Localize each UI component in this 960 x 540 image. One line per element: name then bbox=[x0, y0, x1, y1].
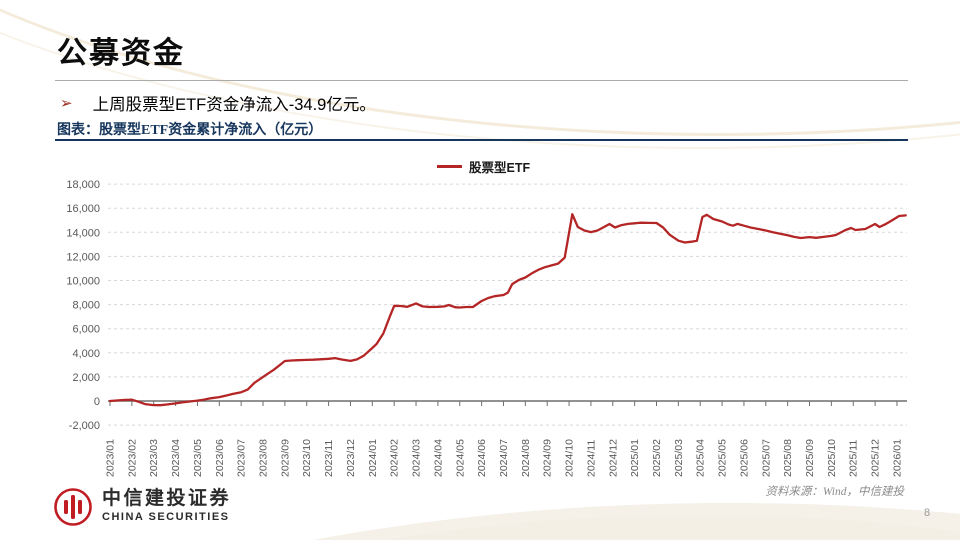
svg-text:2026/01: 2026/01 bbox=[891, 439, 903, 477]
svg-text:2025/06: 2025/06 bbox=[738, 439, 750, 477]
bullet-text: 上周股票型ETF资金净流入-34.9亿元。 bbox=[92, 96, 376, 114]
svg-text:2024/05: 2024/05 bbox=[454, 439, 466, 477]
svg-text:2023/01: 2023/01 bbox=[105, 439, 117, 477]
legend-label: 股票型ETF bbox=[469, 161, 531, 175]
svg-text:2023/06: 2023/06 bbox=[214, 439, 226, 477]
caption-divider bbox=[55, 139, 908, 141]
legend-line-swatch bbox=[437, 165, 462, 168]
svg-text:2025/08: 2025/08 bbox=[782, 439, 794, 477]
svg-text:2025/02: 2025/02 bbox=[651, 439, 663, 477]
svg-text:2023/04: 2023/04 bbox=[170, 439, 182, 477]
svg-text:2023/08: 2023/08 bbox=[258, 439, 270, 477]
svg-text:14,000: 14,000 bbox=[66, 227, 100, 239]
logo-name-cn: 中信建投证券 bbox=[102, 488, 232, 510]
svg-text:2,000: 2,000 bbox=[72, 372, 100, 384]
svg-text:12,000: 12,000 bbox=[66, 251, 100, 263]
svg-text:2025/07: 2025/07 bbox=[760, 439, 772, 477]
source-note: 资料来源：Wind，中信建投 bbox=[765, 486, 904, 498]
arrow-bullet-icon: ➢ bbox=[60, 94, 73, 112]
svg-text:2023/02: 2023/02 bbox=[126, 439, 138, 477]
svg-text:10,000: 10,000 bbox=[66, 276, 100, 288]
svg-text:2024/04: 2024/04 bbox=[432, 439, 444, 477]
svg-text:2023/09: 2023/09 bbox=[279, 439, 291, 477]
svg-text:6,000: 6,000 bbox=[72, 324, 100, 336]
title-divider bbox=[55, 80, 908, 81]
page-number: 8 bbox=[924, 507, 931, 519]
logo-name-en: CHINA SECURITIES bbox=[102, 511, 230, 524]
svg-text:2025/12: 2025/12 bbox=[870, 439, 882, 477]
svg-text:2023/12: 2023/12 bbox=[345, 439, 357, 477]
svg-text:2024/01: 2024/01 bbox=[367, 439, 379, 477]
svg-text:2024/11: 2024/11 bbox=[585, 440, 597, 477]
svg-text:4,000: 4,000 bbox=[72, 348, 100, 360]
svg-text:8,000: 8,000 bbox=[72, 300, 100, 312]
svg-text:2024/07: 2024/07 bbox=[498, 439, 510, 477]
svg-text:2024/08: 2024/08 bbox=[520, 439, 532, 477]
svg-text:2025/09: 2025/09 bbox=[804, 439, 816, 477]
svg-text:2023/05: 2023/05 bbox=[192, 439, 204, 477]
svg-text:2024/10: 2024/10 bbox=[564, 439, 576, 477]
svg-text:2023/11: 2023/11 bbox=[323, 440, 335, 477]
chart-legend: 股票型ETF bbox=[437, 157, 530, 176]
svg-text:2025/01: 2025/01 bbox=[629, 439, 641, 477]
svg-text:2023/10: 2023/10 bbox=[301, 439, 313, 477]
bullet-item: ➢ 上周股票型ETF资金净流入-34.9亿元。 bbox=[60, 91, 376, 115]
svg-text:16,000: 16,000 bbox=[66, 203, 100, 215]
svg-text:2024/03: 2024/03 bbox=[411, 439, 423, 477]
svg-text:2025/05: 2025/05 bbox=[717, 439, 729, 477]
figure-caption: 图表：股票型ETF资金累计净流入（亿元） bbox=[57, 123, 323, 138]
page-title: 公募资金 bbox=[57, 37, 185, 70]
svg-text:18,000: 18,000 bbox=[66, 179, 100, 191]
svg-text:0: 0 bbox=[94, 396, 100, 408]
svg-text:2025/11: 2025/11 bbox=[848, 440, 860, 477]
company-logo: 中信建投证券 CHINA SECURITIES bbox=[53, 487, 231, 527]
svg-text:2024/09: 2024/09 bbox=[542, 439, 554, 477]
svg-text:2024/06: 2024/06 bbox=[476, 439, 488, 477]
svg-text:-2,000: -2,000 bbox=[69, 420, 100, 432]
svg-text:2025/03: 2025/03 bbox=[673, 439, 685, 477]
svg-text:2025/04: 2025/04 bbox=[695, 439, 707, 477]
svg-text:2023/03: 2023/03 bbox=[148, 439, 160, 477]
china-securities-logo-icon bbox=[54, 488, 92, 526]
svg-text:2024/02: 2024/02 bbox=[389, 439, 401, 477]
logo-text: 中信建投证券 CHINA SECURITIES bbox=[102, 489, 231, 524]
svg-text:2025/10: 2025/10 bbox=[826, 439, 838, 477]
svg-text:2024/12: 2024/12 bbox=[607, 439, 619, 477]
svg-text:2023/07: 2023/07 bbox=[236, 439, 248, 477]
